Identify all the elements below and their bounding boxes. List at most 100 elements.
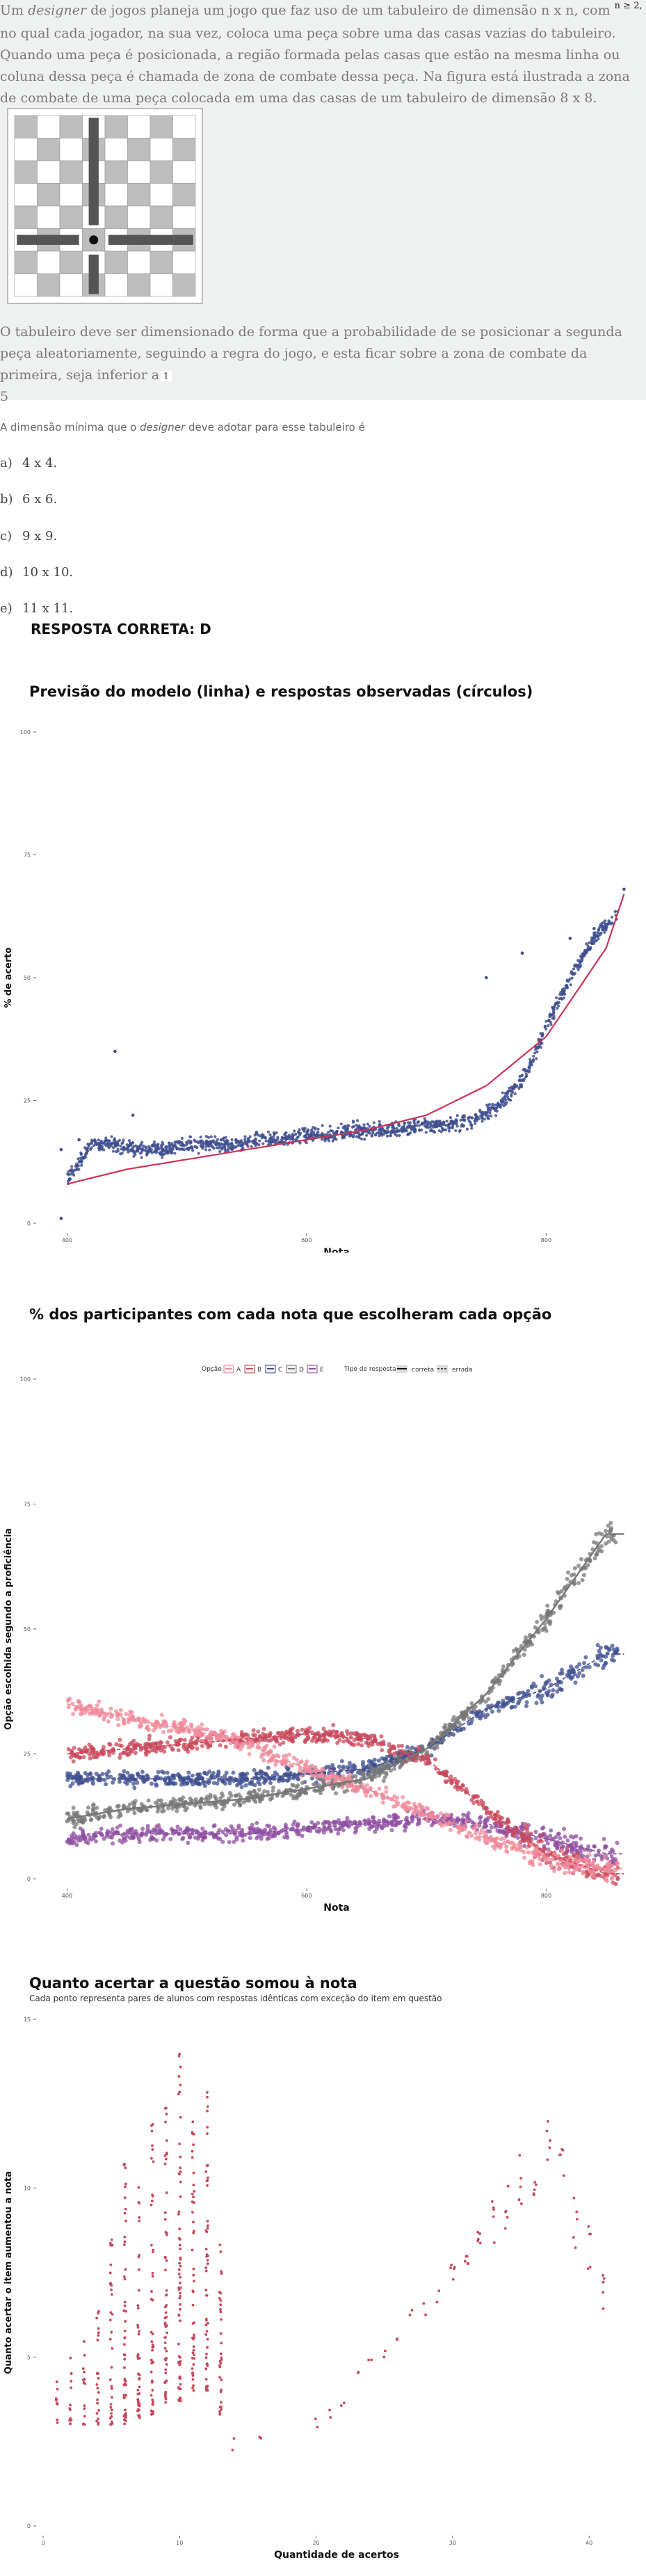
chart3-point: [69, 2422, 72, 2426]
chart2-point: [97, 1816, 102, 1821]
chart2-point: [380, 1748, 385, 1753]
chart2-point: [423, 1754, 428, 1758]
chart2-point: [461, 1812, 466, 1817]
chart1-point: [280, 1138, 284, 1141]
chart1-point: [154, 1151, 158, 1154]
chart2-point: [555, 1845, 560, 1850]
chart3-point: [110, 2330, 113, 2334]
chart1-point: [291, 1136, 294, 1139]
chart2-point: [567, 1854, 572, 1859]
chart2-point: [257, 1797, 262, 1802]
chart2-point: [289, 1735, 293, 1740]
chart2-point: [256, 1729, 261, 1734]
chart2-point: [129, 1827, 134, 1831]
chart2-point: [178, 1827, 183, 1832]
chart1-point: [204, 1142, 208, 1145]
chart2-point: [134, 1829, 138, 1834]
chart2-point: [599, 1854, 604, 1859]
option-b[interactable]: b) 6 x 6.: [0, 492, 57, 507]
chart2-point: [270, 1834, 275, 1838]
chart2-point: [364, 1734, 369, 1739]
chart2-point: [534, 1701, 539, 1706]
chart1-point: [495, 1106, 499, 1109]
chart2-point: [608, 1520, 613, 1525]
chart2-point: [140, 1827, 145, 1831]
chart3-subtitle: Cada ponto representa pares de alunos co…: [29, 1994, 442, 2003]
chart2-point: [362, 1790, 367, 1795]
chart1-point: [176, 1140, 179, 1143]
chart2-point: [122, 1717, 127, 1722]
chart1-point: [576, 968, 580, 971]
board-cell: [59, 138, 83, 161]
chart1-point: [579, 955, 583, 958]
chart2-point: [430, 1812, 435, 1817]
board-cell: [59, 251, 83, 274]
chart3-point: [108, 2319, 112, 2322]
chart2-point: [168, 1779, 173, 1783]
chart2-point: [324, 1765, 329, 1770]
chart1-point: [357, 1128, 361, 1131]
chart2-point: [333, 1827, 338, 1831]
chart1-point: [66, 1172, 70, 1176]
chart1-point: [127, 1150, 130, 1154]
chart2-point: [568, 1675, 573, 1680]
chart2-point: [352, 1738, 357, 1742]
chart2-point: [90, 1803, 95, 1808]
chart1-point: [166, 1150, 170, 1154]
chart2-point: [202, 1727, 207, 1732]
chart1-point: [293, 1129, 296, 1133]
option-a[interactable]: a) 4 x 4.: [0, 456, 57, 470]
chart2-point: [382, 1775, 387, 1780]
chart2-point: [108, 1706, 113, 1711]
board-cell: [14, 115, 38, 138]
option-e[interactable]: e) 11 x 11.: [0, 601, 73, 616]
chart2-point: [72, 1824, 77, 1829]
chart1-point: [486, 1106, 490, 1110]
chart2-point: [97, 1713, 102, 1718]
chart2-point: [599, 1658, 604, 1663]
chart2-point: [523, 1639, 528, 1644]
chart2-point: [573, 1680, 578, 1685]
chart2-point: [175, 1824, 180, 1829]
board-cell: [104, 205, 128, 229]
chart1-point: [286, 1143, 289, 1146]
chart2-point: [572, 1572, 576, 1577]
chart2-point: [156, 1798, 161, 1803]
chart3-point: [123, 2419, 127, 2422]
chart2-point: [88, 1756, 92, 1760]
chart2-point: [236, 1742, 241, 1747]
option-text: 6 x 6.: [22, 492, 58, 507]
chart2-point: [265, 1836, 270, 1841]
chart1-point: [352, 1124, 356, 1128]
chart2-point: [186, 1840, 191, 1845]
option-c[interactable]: c) 9 x 9.: [0, 529, 57, 543]
chart2-point: [223, 1774, 227, 1779]
text-run: de jogos planeja um jogo que faz uso de …: [86, 3, 615, 18]
chart1-point: [179, 1147, 183, 1151]
chart2-point: [283, 1822, 288, 1827]
chart2-point: [439, 1811, 444, 1816]
chart2-point: [88, 1818, 93, 1822]
chart3-point: [122, 2394, 126, 2397]
chart2-point: [236, 1735, 241, 1740]
option-letter: b): [0, 492, 13, 507]
chart2-point: [565, 1576, 570, 1581]
option-d[interactable]: d) 10 x 10.: [0, 565, 73, 580]
chart2-point: [460, 1783, 465, 1788]
chart1-point: [531, 1059, 535, 1063]
chart2-point: [482, 1834, 487, 1839]
chart2-point: [89, 1744, 94, 1749]
chart2-point: [499, 1822, 503, 1827]
chart3-point: [69, 2356, 72, 2360]
chart3-point: [111, 2312, 114, 2316]
chart2-point: [300, 1727, 305, 1732]
chart2-point: [202, 1770, 207, 1775]
chart1-point: [181, 1143, 186, 1147]
chart2-point: [127, 1751, 132, 1756]
board-cell: [59, 205, 83, 229]
chart2-point: [615, 1840, 620, 1845]
chart2-point: [560, 1671, 565, 1676]
chart1-point: [539, 1046, 542, 1049]
chart1-point: [597, 928, 601, 932]
chart2-point: [549, 1837, 554, 1842]
